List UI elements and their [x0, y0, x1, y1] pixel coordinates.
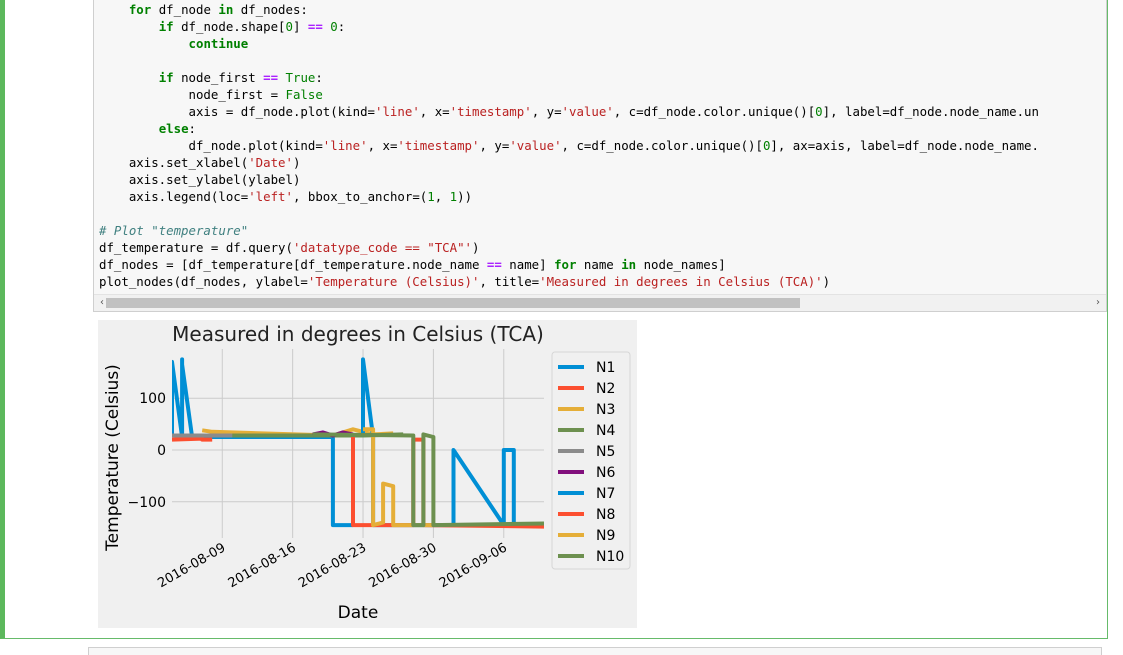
legend-label: N1: [596, 360, 615, 376]
legend-label: N3: [596, 402, 615, 418]
plot-output: 100 0 −100 2016-08-09 2016-08-16 2016-08-23 20…: [98, 320, 637, 628]
y-tick-label: −100: [128, 495, 166, 511]
scroll-left-arrow-icon[interactable]: ‹: [100, 297, 104, 308]
series-line-n10: [312, 432, 544, 528]
series-line-n1: [172, 357, 353, 528]
line-chart: 1000−1002016-08-092016-08-162016-08-2320…: [103, 322, 631, 623]
series-line-n2: [172, 436, 213, 442]
legend-label: N5: [596, 444, 615, 460]
x-axis-label: Date: [338, 603, 379, 623]
series-line-n7: [361, 357, 544, 528]
legend-label: N7: [596, 486, 615, 502]
legend-label: N4: [596, 423, 615, 439]
code-text[interactable]: for df_node in df_nodes: if df_node.shap…: [99, 2, 1039, 289]
legend-label: N9: [596, 528, 615, 544]
legend-label: N8: [596, 507, 615, 523]
code-cell[interactable]: for df_node in df_nodes: if df_node.shap…: [0, 0, 1108, 639]
x-tick-label: 2016-09-06: [437, 540, 510, 591]
scroll-right-arrow-icon[interactable]: ›: [1096, 297, 1100, 308]
x-tick-label: 2016-08-30: [366, 540, 439, 591]
y-axis-label: Temperature (Celsius): [103, 364, 123, 552]
x-tick-label: 2016-08-09: [155, 540, 228, 591]
scrollbar-thumb[interactable]: [106, 298, 800, 308]
legend-label: N6: [596, 465, 615, 481]
legend-label: N2: [596, 381, 615, 397]
chart-title: Measured in degrees in Celsius (TCA): [172, 322, 544, 346]
series-line-n9: [363, 427, 434, 528]
x-tick-label: 2016-08-16: [226, 540, 299, 591]
y-tick-label: 0: [157, 443, 166, 459]
x-tick-label: 2016-08-23: [296, 540, 369, 591]
code-editor[interactable]: for df_node in df_nodes: if df_node.shap…: [93, 0, 1107, 312]
plot-area: [172, 349, 544, 538]
y-tick-label: 100: [139, 391, 166, 407]
horizontal-scrollbar[interactable]: ‹ ›: [94, 294, 1106, 311]
next-code-cell[interactable]: [88, 647, 1102, 655]
legend-label: N10: [596, 549, 624, 565]
